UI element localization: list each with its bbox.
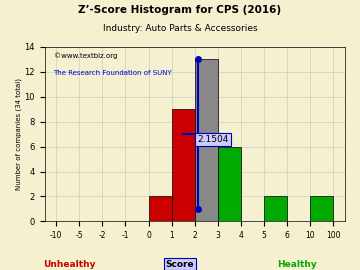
Text: Unhealthy: Unhealthy — [43, 260, 96, 269]
Bar — [310, 197, 333, 221]
Bar — [172, 109, 195, 221]
Text: The Research Foundation of SUNY: The Research Foundation of SUNY — [54, 70, 172, 76]
Bar — [195, 59, 218, 221]
Text: Z’-Score Histogram for CPS (2016): Z’-Score Histogram for CPS (2016) — [78, 5, 282, 15]
Y-axis label: Number of companies (34 total): Number of companies (34 total) — [15, 78, 22, 190]
Bar — [218, 147, 241, 221]
Text: Industry: Auto Parts & Accessories: Industry: Auto Parts & Accessories — [103, 24, 257, 33]
Text: Healthy: Healthy — [277, 260, 317, 269]
Bar — [149, 197, 172, 221]
Text: ©www.textbiz.org: ©www.textbiz.org — [54, 52, 117, 59]
Text: Score: Score — [166, 260, 194, 269]
Text: 2.1504: 2.1504 — [197, 135, 229, 144]
Bar — [264, 197, 287, 221]
